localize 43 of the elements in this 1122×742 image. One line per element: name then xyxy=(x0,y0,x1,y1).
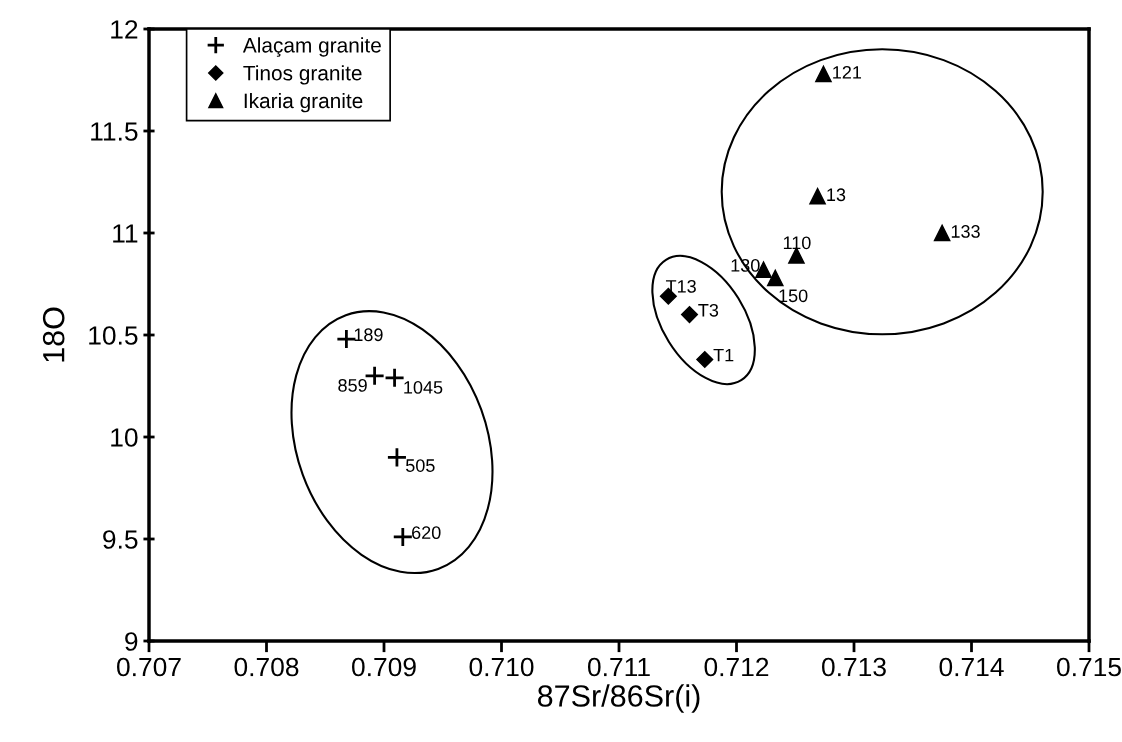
x-tick-label: 0.710 xyxy=(469,657,534,677)
annotation: 859 xyxy=(338,378,367,392)
x-tick-label: 0.715 xyxy=(1057,657,1121,677)
x-tick-label: 0.711 xyxy=(587,657,650,677)
annotation: 110 xyxy=(783,236,811,250)
y-axis-title: 18O xyxy=(42,307,65,362)
annotation: 13 xyxy=(827,188,846,202)
annotation: 121 xyxy=(833,65,862,79)
annotation: 133 xyxy=(951,225,980,238)
annotation: T3 xyxy=(698,303,719,317)
y-tick-label: 10.5 xyxy=(89,326,138,345)
point xyxy=(933,224,951,242)
point xyxy=(809,187,826,205)
y-tick-label: 10 xyxy=(111,428,138,447)
annotation: 1045 xyxy=(404,381,443,394)
legend-label: Alaçam granite xyxy=(242,37,381,57)
point xyxy=(680,306,699,324)
y-tick-label: 9 xyxy=(125,632,138,651)
annotation: T1 xyxy=(713,348,734,362)
annotation: T13 xyxy=(665,279,696,293)
x-tick-label: 0.714 xyxy=(939,657,1004,677)
y-tick-label: 9.5 xyxy=(103,530,138,549)
annotation: 150 xyxy=(779,289,808,303)
legend-label: Ikaria granite xyxy=(244,92,363,113)
point xyxy=(815,65,832,83)
annotation: 189 xyxy=(354,328,383,342)
annotation: 620 xyxy=(412,526,441,540)
x-tick-label: 0.707 xyxy=(117,657,181,677)
legend-label: Tinos granite xyxy=(243,65,362,85)
x-tick-label: 0.712 xyxy=(704,657,769,677)
x-tick-label: 0.709 xyxy=(352,657,416,677)
x-tick-label: 0.708 xyxy=(234,657,299,677)
x-axis-title: 87Sr/86Sr(i) xyxy=(537,684,700,713)
y-tick-label: 12 xyxy=(111,20,138,39)
y-tick-label: 11 xyxy=(113,224,138,243)
point xyxy=(386,446,408,468)
point xyxy=(384,367,405,389)
y-tick-label: 11.5 xyxy=(91,122,138,141)
point xyxy=(392,526,414,548)
point xyxy=(766,269,784,287)
annotation: 505 xyxy=(405,459,435,472)
x-tick-label: 0.713 xyxy=(822,657,886,677)
point xyxy=(696,350,714,369)
